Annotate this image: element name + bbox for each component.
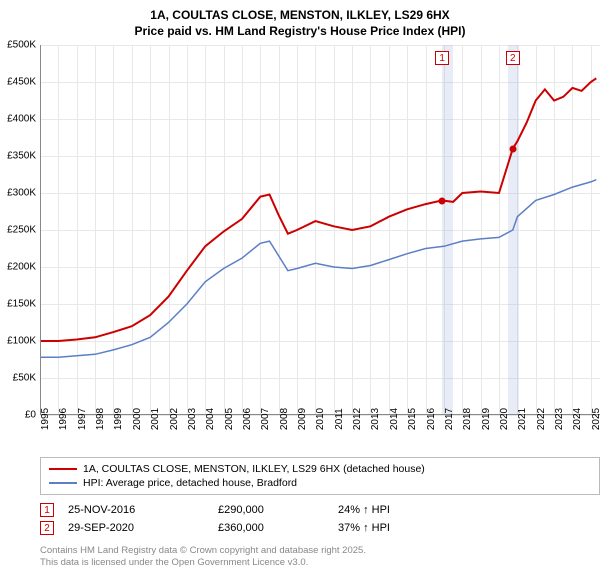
legend-row: HPI: Average price, detached house, Brad…	[49, 476, 591, 490]
x-axis-label: 2008	[279, 408, 290, 430]
series-price_paid	[40, 78, 596, 341]
legend-label: HPI: Average price, detached house, Brad…	[83, 477, 297, 489]
x-axis-label: 2010	[315, 408, 326, 430]
y-axis-label: £0	[25, 410, 36, 421]
legend-swatch	[49, 482, 77, 484]
y-axis-label: £200K	[7, 262, 36, 273]
x-axis-label: 2019	[481, 408, 492, 430]
chart-container: 1A, COULTAS CLOSE, MENSTON, ILKLEY, LS29…	[0, 0, 600, 560]
x-axis-label: 2005	[224, 408, 235, 430]
y-axis-label: £350K	[7, 151, 36, 162]
x-axis-label: 2016	[426, 408, 437, 430]
sales-delta: 37% ↑ HPI	[338, 522, 600, 534]
x-axis-label: 2011	[334, 408, 345, 430]
y-axis-label: £100K	[7, 336, 36, 347]
x-axis-label: 2021	[517, 408, 528, 430]
sales-price: £290,000	[218, 504, 338, 516]
legend-row: 1A, COULTAS CLOSE, MENSTON, ILKLEY, LS29…	[49, 462, 591, 476]
x-axis-label: 2018	[462, 408, 473, 430]
title-line-1: 1A, COULTAS CLOSE, MENSTON, ILKLEY, LS29…	[12, 8, 588, 24]
x-axis-label: 2017	[444, 408, 455, 430]
x-axis-label: 1995	[40, 408, 51, 430]
legend: 1A, COULTAS CLOSE, MENSTON, ILKLEY, LS29…	[40, 457, 600, 495]
x-axis-label: 2009	[297, 408, 308, 430]
footer-note: Contains HM Land Registry data © Crown c…	[40, 545, 588, 569]
x-axis-label: 2013	[370, 408, 381, 430]
x-axis-label: 2015	[407, 408, 418, 430]
x-axis-label: 2024	[572, 408, 583, 430]
legend-label: 1A, COULTAS CLOSE, MENSTON, ILKLEY, LS29…	[83, 463, 425, 475]
y-axis-label: £250K	[7, 225, 36, 236]
sale-dot-2	[509, 145, 516, 152]
y-axis-label: £450K	[7, 77, 36, 88]
sales-marker: 1	[40, 503, 54, 517]
x-axis-label: 2023	[554, 408, 565, 430]
sales-row: 2 29-SEP-2020£360,00037% ↑ HPI	[40, 519, 600, 537]
y-axis-label: £500K	[7, 40, 36, 51]
x-axis-label: 2001	[150, 408, 161, 430]
x-axis-label: 1997	[77, 408, 88, 430]
sale-dot-1	[439, 197, 446, 204]
y-axis-label: £150K	[7, 299, 36, 310]
legend-swatch	[49, 468, 77, 470]
sales-date: 25-NOV-2016	[68, 504, 218, 516]
x-axis-label: 1999	[113, 408, 124, 430]
plot-area: £0£50K£100K£150K£200K£250K£300K£350K£400…	[40, 45, 600, 415]
x-axis-label: 1996	[58, 408, 69, 430]
footer-line-1: Contains HM Land Registry data © Crown c…	[40, 545, 588, 557]
sales-price: £360,000	[218, 522, 338, 534]
x-axis-label: 2000	[132, 408, 143, 430]
x-axis-label: 2022	[536, 408, 547, 430]
line-series-svg	[40, 45, 600, 415]
series-hpi	[40, 180, 596, 358]
x-axis-label: 2012	[352, 408, 363, 430]
x-axis-label: 1998	[95, 408, 106, 430]
title-line-2: Price paid vs. HM Land Registry's House …	[12, 24, 588, 40]
sales-table: 1 25-NOV-2016£290,00024% ↑ HPI 2 29-SEP-202…	[40, 501, 600, 537]
sale-marker-1: 1	[435, 51, 449, 65]
x-axis-label: 2006	[242, 408, 253, 430]
y-axis-label: £50K	[13, 373, 36, 384]
x-axis-label: 2002	[169, 408, 180, 430]
sales-row: 1 25-NOV-2016£290,00024% ↑ HPI	[40, 501, 600, 519]
x-axis-label: 2007	[260, 408, 271, 430]
sales-delta: 24% ↑ HPI	[338, 504, 600, 516]
sale-marker-2: 2	[506, 51, 520, 65]
x-axis-label: 2020	[499, 408, 510, 430]
x-axis-label: 2025	[591, 408, 600, 430]
x-axis-label: 2004	[205, 408, 216, 430]
sales-date: 29-SEP-2020	[68, 522, 218, 534]
chart-title: 1A, COULTAS CLOSE, MENSTON, ILKLEY, LS29…	[12, 8, 588, 39]
y-axis-label: £400K	[7, 114, 36, 125]
x-axis-label: 2003	[187, 408, 198, 430]
footer-line-2: This data is licensed under the Open Gov…	[40, 557, 588, 569]
x-axis-label: 2014	[389, 408, 400, 430]
y-axis-label: £300K	[7, 188, 36, 199]
sales-marker: 2	[40, 521, 54, 535]
